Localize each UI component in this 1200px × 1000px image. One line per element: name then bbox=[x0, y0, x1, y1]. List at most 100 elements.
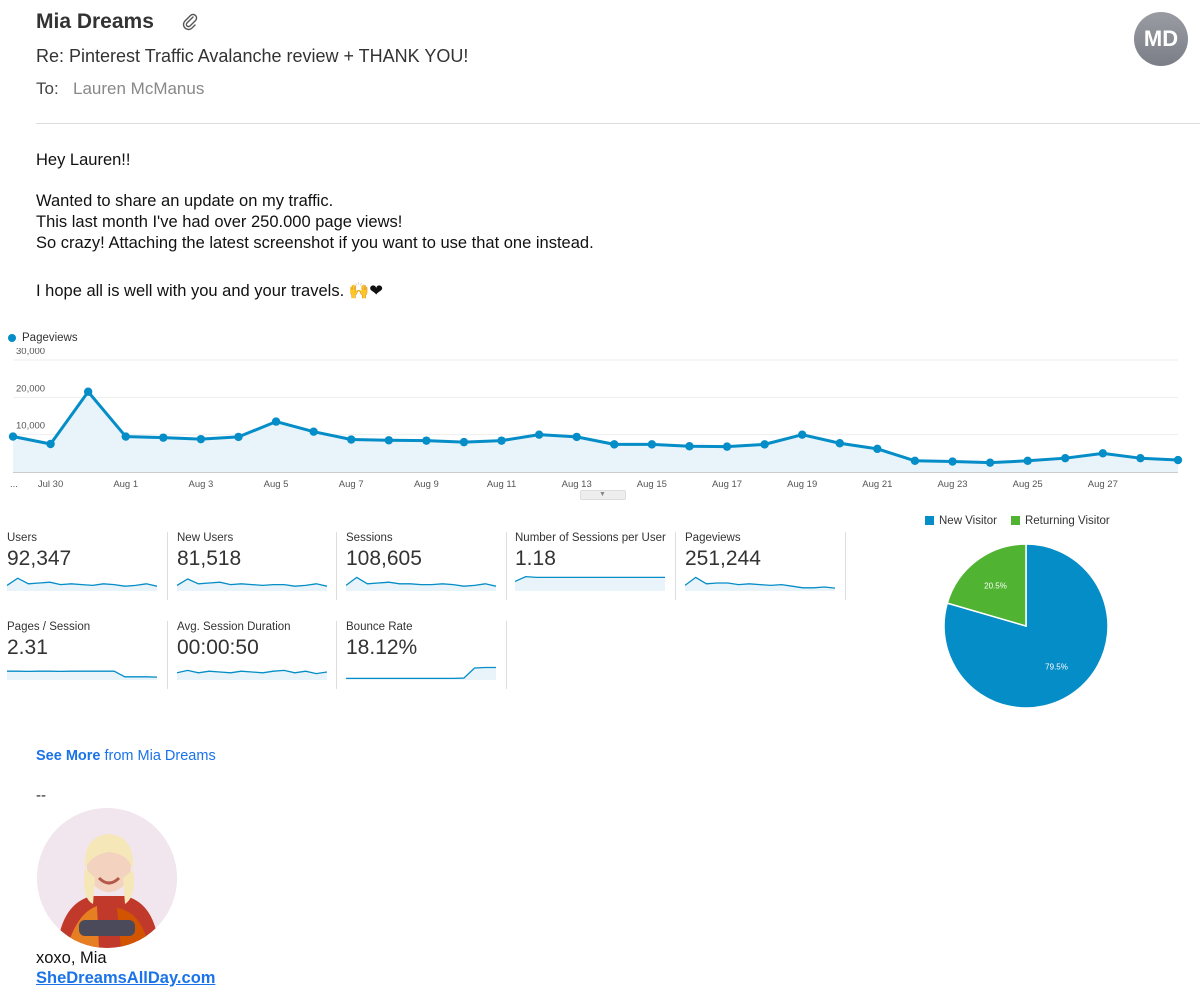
metric-card[interactable]: Number of Sessions per User 1.18 bbox=[515, 532, 675, 604]
body-line: This last month I've had over 250.000 pa… bbox=[36, 213, 403, 231]
data-point[interactable] bbox=[572, 432, 581, 442]
data-point[interactable] bbox=[1098, 449, 1108, 458]
chart-legend: Pageviews bbox=[8, 332, 78, 344]
data-point[interactable] bbox=[985, 458, 995, 467]
data-point[interactable] bbox=[83, 387, 93, 396]
sparkline-line bbox=[7, 670, 157, 678]
see-more-rest[interactable]: from Mia Dreams bbox=[100, 748, 216, 764]
data-point[interactable] bbox=[1136, 453, 1145, 463]
metric-separator bbox=[167, 621, 168, 689]
data-point[interactable] bbox=[534, 430, 544, 439]
metric-sparkline bbox=[346, 576, 496, 591]
x-tick-label: Aug 9 bbox=[414, 479, 439, 490]
sender-avatar[interactable]: MD bbox=[1134, 12, 1188, 66]
data-point[interactable] bbox=[8, 432, 18, 441]
metric-sparkline bbox=[685, 576, 835, 591]
recipient-name[interactable]: Lauren McManus bbox=[73, 79, 205, 98]
x-tick-label: Aug 3 bbox=[188, 479, 213, 490]
pie-slice[interactable] bbox=[943, 543, 1109, 709]
data-point[interactable] bbox=[1023, 456, 1032, 465]
x-tick-label: Aug 11 bbox=[487, 479, 516, 490]
data-point[interactable] bbox=[121, 432, 130, 441]
data-point[interactable] bbox=[46, 439, 55, 449]
data-point[interactable] bbox=[309, 427, 318, 436]
data-point[interactable] bbox=[347, 435, 356, 444]
attachment-icon[interactable] bbox=[180, 12, 200, 32]
see-more-bold[interactable]: See More bbox=[36, 748, 101, 764]
data-point[interactable] bbox=[497, 436, 506, 445]
metric-separator bbox=[845, 532, 846, 600]
pageviews-line-chart: 30,000 20,000 10,000... Jul 30 Aug 1 Aug 3 Aug… bbox=[8, 348, 1183, 490]
pie-legend-label: Returning Visitor bbox=[1024, 515, 1110, 527]
metric-card[interactable]: Pageviews 251,244 bbox=[685, 532, 845, 604]
body-line: I hope all is well with you and your tra… bbox=[36, 282, 384, 300]
sender-name: Mia Dreams bbox=[36, 10, 154, 33]
website-link[interactable]: SheDreamsAllDay.com bbox=[36, 969, 216, 987]
metric-sparkline bbox=[7, 577, 157, 591]
data-point[interactable] bbox=[422, 436, 431, 445]
metric-sparkline bbox=[346, 666, 496, 680]
x-tick-label: Jul 30 bbox=[38, 479, 63, 490]
metric-card[interactable]: Avg. Session Duration 00:00:50 bbox=[177, 621, 337, 693]
legend-label-pageviews: Pageviews bbox=[22, 332, 78, 344]
header-divider bbox=[36, 123, 1200, 124]
sparkline-line bbox=[685, 576, 835, 589]
signoff: xoxo, Mia bbox=[36, 949, 107, 967]
chart-resize-handle[interactable]: ▼ bbox=[580, 490, 626, 500]
data-point[interactable] bbox=[271, 417, 281, 426]
data-point[interactable] bbox=[647, 440, 657, 449]
x-tick-label: Aug 7 bbox=[339, 479, 364, 490]
signature-separator: -- bbox=[36, 787, 46, 804]
x-tick-label: Aug 23 bbox=[937, 479, 967, 490]
x-tick-label: Aug 13 bbox=[562, 479, 592, 490]
sparkline-area bbox=[346, 577, 496, 591]
data-point[interactable] bbox=[722, 442, 732, 451]
metric-label: Avg. Session Duration bbox=[177, 621, 291, 633]
metric-separator bbox=[675, 532, 676, 600]
metric-separator bbox=[167, 532, 168, 600]
see-more-link[interactable]: See More from Mia Dreams bbox=[36, 748, 216, 764]
x-tick-label: Aug 15 bbox=[637, 479, 667, 490]
data-point[interactable] bbox=[685, 442, 694, 451]
legend-dot-pageviews bbox=[8, 334, 16, 342]
pie-slice-label: 20.5% bbox=[984, 581, 1007, 590]
metric-card[interactable]: Pages / Session 2.31 bbox=[7, 621, 167, 693]
data-point[interactable] bbox=[610, 440, 619, 449]
metric-card[interactable]: Bounce Rate 18.12% bbox=[346, 621, 506, 693]
data-point[interactable] bbox=[234, 432, 243, 442]
data-point[interactable] bbox=[910, 456, 920, 465]
metric-value: 18.12% bbox=[346, 636, 418, 659]
metric-label: Users bbox=[7, 532, 38, 544]
metric-value: 108,605 bbox=[346, 547, 422, 570]
metric-separator bbox=[506, 621, 507, 689]
metric-value: 1.18 bbox=[515, 547, 556, 570]
data-point[interactable] bbox=[459, 437, 469, 447]
data-point[interactable] bbox=[1061, 453, 1070, 463]
sparkline-line bbox=[177, 669, 327, 675]
metric-label: Bounce Rate bbox=[346, 621, 413, 633]
email-subject: Re: Pinterest Traffic Avalanche review +… bbox=[36, 46, 469, 66]
data-point[interactable] bbox=[797, 430, 807, 439]
data-point[interactable] bbox=[384, 436, 394, 445]
profile-photo bbox=[37, 808, 177, 948]
sparkline-line bbox=[515, 575, 665, 582]
pie-slice[interactable] bbox=[946, 543, 1027, 627]
sparkline-area bbox=[515, 576, 665, 591]
metric-separator bbox=[506, 532, 507, 600]
data-point[interactable] bbox=[948, 457, 957, 466]
metric-card[interactable]: Sessions 108,605 bbox=[346, 532, 506, 604]
data-point[interactable] bbox=[873, 444, 882, 454]
data-point[interactable] bbox=[760, 440, 769, 449]
x-tick-label: Aug 21 bbox=[862, 479, 892, 490]
data-point[interactable] bbox=[835, 439, 844, 448]
metric-separator bbox=[336, 532, 337, 600]
pie-legend-label: New Visitor bbox=[939, 515, 997, 527]
data-point[interactable] bbox=[196, 434, 206, 444]
y-tick-label: 20,000 bbox=[16, 383, 45, 394]
data-point[interactable] bbox=[159, 433, 168, 442]
metric-card[interactable]: Users 92,347 bbox=[7, 532, 167, 604]
metric-sparkline bbox=[7, 670, 157, 680]
metric-card[interactable]: New Users 81,518 bbox=[177, 532, 337, 604]
metric-label: Pageviews bbox=[685, 532, 741, 544]
data-point[interactable] bbox=[1173, 455, 1183, 465]
